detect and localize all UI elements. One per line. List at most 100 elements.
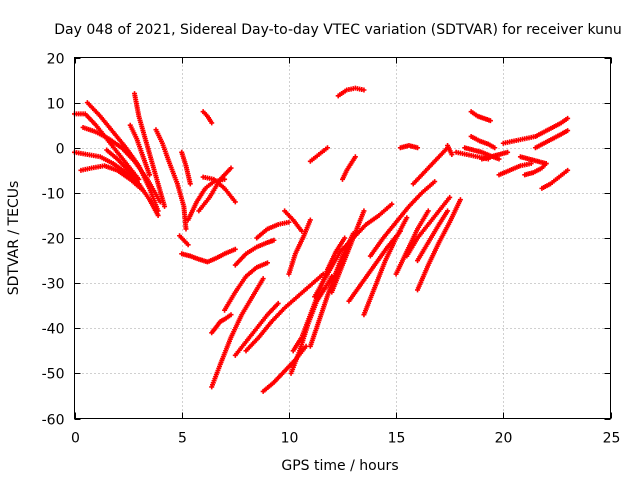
x-tick-label: 10 bbox=[281, 431, 299, 447]
series-arc-44 bbox=[445, 142, 455, 158]
series-arc-11 bbox=[179, 246, 238, 265]
series-arc-05 bbox=[80, 124, 163, 205]
axis-ticks: 0 5 10 15 20 25 -60 -50 -40 -30 -20 -10 0 10 20 bbox=[42, 52, 621, 447]
point-marker bbox=[209, 120, 215, 126]
point-marker bbox=[183, 226, 189, 232]
point-marker bbox=[271, 237, 277, 243]
series-arc-34 bbox=[340, 154, 358, 182]
series-arc-16 bbox=[200, 109, 215, 126]
y-tick-label: 20 bbox=[47, 52, 65, 68]
y-axis-label: SDTVAR / TECUs bbox=[6, 181, 22, 296]
point-marker bbox=[299, 228, 305, 234]
point-marker bbox=[445, 208, 451, 214]
point-marker bbox=[457, 197, 463, 203]
series-arc-25 bbox=[286, 217, 313, 277]
point-marker bbox=[389, 201, 395, 207]
point-marker bbox=[543, 161, 549, 167]
y-tick-label: -20 bbox=[42, 232, 65, 248]
series-arc-51 bbox=[500, 133, 538, 146]
series-arc-49 bbox=[479, 149, 511, 162]
series-arc-12 bbox=[179, 149, 193, 187]
chart-title: Day 048 of 2021, Sidereal Day-to-day VTE… bbox=[54, 22, 622, 38]
series-arc-41 bbox=[415, 197, 463, 293]
series-arc-42 bbox=[410, 145, 451, 187]
series-arc-21 bbox=[254, 219, 292, 241]
x-axis-label: GPS time / hours bbox=[281, 458, 398, 474]
series-arc-22 bbox=[232, 300, 281, 358]
series-arc-47 bbox=[468, 109, 493, 124]
point-marker bbox=[228, 312, 234, 318]
series-arc-09 bbox=[153, 127, 189, 232]
series-arc-48 bbox=[468, 133, 498, 151]
point-marker bbox=[425, 208, 431, 214]
point-marker bbox=[324, 145, 330, 151]
series-arc-08 bbox=[127, 122, 153, 178]
x-tick-label: 20 bbox=[495, 431, 513, 447]
point-marker bbox=[303, 343, 309, 349]
point-marker bbox=[185, 242, 191, 248]
series-arc-06 bbox=[104, 147, 161, 218]
y-tick-label: -30 bbox=[42, 277, 65, 293]
series-arc-24 bbox=[243, 271, 326, 354]
point-marker bbox=[232, 246, 238, 252]
y-tick-label: -60 bbox=[42, 413, 65, 429]
x-tick-label: 0 bbox=[71, 431, 80, 447]
point-marker bbox=[147, 172, 153, 178]
point-marker bbox=[222, 176, 228, 182]
x-tick-label: 5 bbox=[178, 431, 187, 447]
series-arc-26 bbox=[282, 208, 305, 234]
series-arc-30 bbox=[307, 145, 330, 164]
series-arc-53 bbox=[517, 154, 549, 167]
point-marker bbox=[361, 87, 367, 93]
point-marker bbox=[352, 154, 358, 160]
point-marker bbox=[565, 128, 571, 134]
series-arc-33 bbox=[335, 85, 367, 99]
series-arc-07 bbox=[132, 91, 168, 209]
series-arc-15 bbox=[196, 165, 234, 214]
series-arc-37 bbox=[367, 179, 438, 259]
series-arc-36 bbox=[361, 215, 410, 318]
series-arc-20 bbox=[232, 237, 277, 268]
series-arc-43 bbox=[397, 142, 421, 151]
y-tick-label: 0 bbox=[56, 142, 65, 158]
series-arc-56 bbox=[539, 167, 571, 191]
point-marker bbox=[155, 212, 161, 218]
point-marker bbox=[496, 156, 502, 162]
point-marker bbox=[228, 165, 234, 171]
point-marker bbox=[565, 115, 571, 121]
point-marker bbox=[415, 145, 421, 151]
point-marker bbox=[232, 199, 238, 205]
point-marker bbox=[307, 217, 313, 223]
plot-frame bbox=[74, 57, 611, 419]
x-tick-label: 15 bbox=[388, 431, 406, 447]
y-tick-label: -50 bbox=[42, 367, 65, 383]
point-marker bbox=[449, 152, 455, 158]
point-marker bbox=[404, 215, 410, 221]
series-arc-18 bbox=[209, 276, 266, 390]
y-tick-label: -40 bbox=[42, 322, 65, 338]
point-marker bbox=[447, 194, 453, 200]
point-marker bbox=[260, 276, 266, 282]
point-marker bbox=[342, 235, 348, 241]
series-arc-32 bbox=[329, 208, 367, 295]
point-marker bbox=[275, 300, 281, 306]
x-tick-label: 25 bbox=[603, 431, 621, 447]
series-arc-02 bbox=[84, 100, 161, 214]
series-arc-39 bbox=[404, 194, 453, 259]
data-points bbox=[72, 85, 571, 394]
series-arc-38 bbox=[393, 208, 431, 277]
point-marker bbox=[492, 145, 498, 151]
point-marker bbox=[432, 179, 438, 185]
y-tick-label: -10 bbox=[42, 187, 65, 203]
point-marker bbox=[264, 260, 270, 266]
series-arc-10 bbox=[177, 233, 191, 248]
point-marker bbox=[187, 181, 193, 187]
series-arc-50 bbox=[496, 161, 534, 178]
series-arc-55 bbox=[532, 128, 571, 151]
point-marker bbox=[505, 149, 511, 155]
point-marker bbox=[565, 167, 571, 173]
y-tick-label: 10 bbox=[47, 97, 65, 113]
point-marker bbox=[286, 219, 292, 225]
series-arc-31 bbox=[312, 201, 395, 300]
